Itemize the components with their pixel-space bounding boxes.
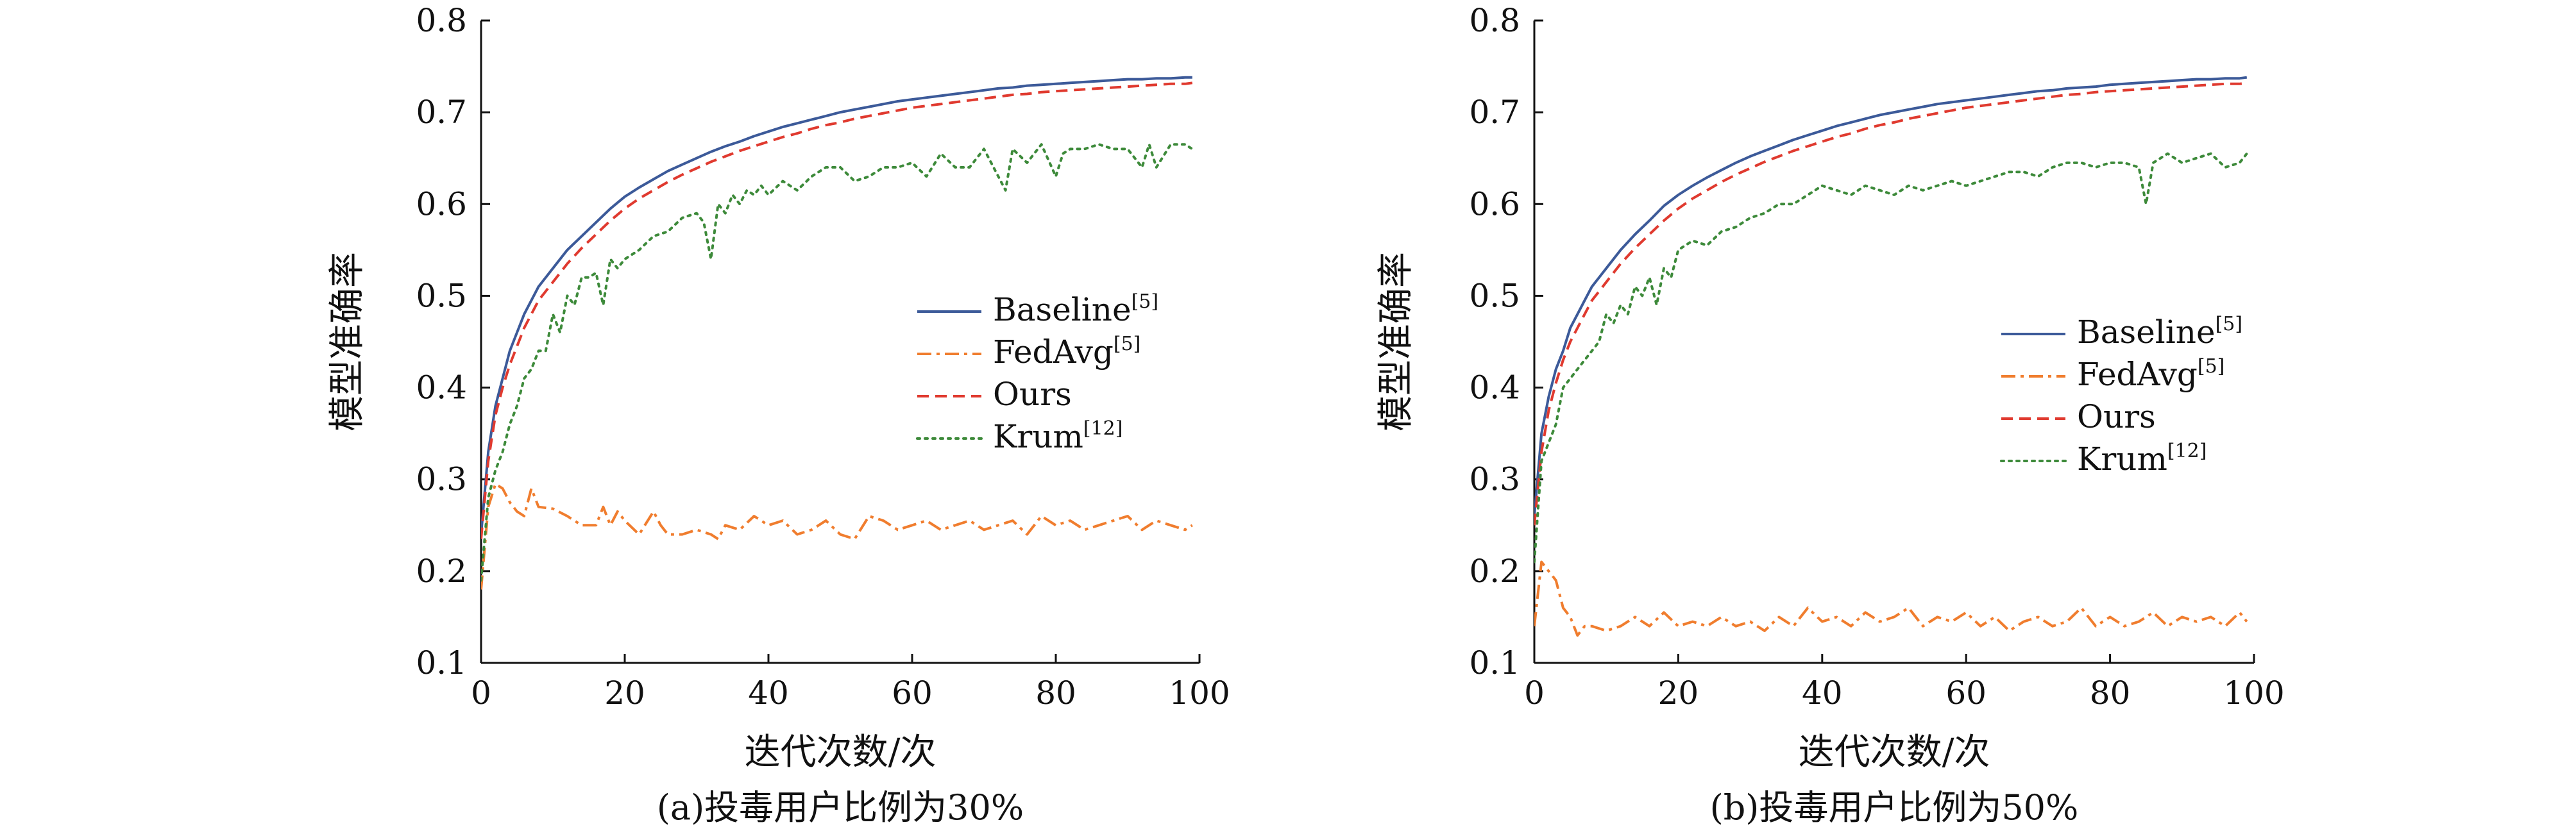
legend-label-fedavg: FedAvg[5]: [2077, 355, 2224, 393]
x-tick-label: 40: [1802, 674, 1843, 712]
y-tick-label: 0.3: [1469, 461, 1520, 498]
x-tick-label: 80: [2090, 674, 2131, 712]
x-axis-title: 迭代次数/次: [745, 732, 936, 773]
y-tick-label: 0.2: [1469, 553, 1520, 590]
legend-label-baseline: Baseline[5]: [993, 290, 1158, 328]
legend-label-fedavg: FedAvg[5]: [993, 333, 1140, 371]
panel-a: 0.1 0.2 0.3 0.4 0.5 0.6 0.7 0.8 0 20 40 60 80 100 迭代次数…: [326, 2, 1230, 828]
panel-b: 0.1 0.2 0.3 0.4 0.5 0.6 0.7 0.8 0 20 40 60 80 100 迭代次数…: [1375, 2, 2285, 828]
x-tick-label: 80: [1035, 674, 1076, 712]
legend-name: Ours: [993, 376, 1072, 413]
x-tick-label: 60: [1945, 674, 1987, 712]
x-tick-label: 100: [2223, 674, 2284, 712]
y-tick-label: 0.4: [1469, 369, 1520, 406]
legend-name: FedAvg: [993, 333, 1114, 371]
x-tick-label: 60: [892, 674, 933, 712]
y-tick-label: 0.6: [1469, 185, 1520, 222]
x-tick-label: 100: [1169, 674, 1230, 712]
legend-reference: [5]: [2198, 355, 2225, 378]
y-tick-label: 0.8: [1469, 2, 1520, 39]
legend-reference: [5]: [1114, 333, 1141, 355]
y-tick-label: 0.6: [416, 185, 467, 222]
x-tick-label: 0: [471, 674, 491, 712]
legend-label-krum: Krum[12]: [993, 417, 1123, 455]
y-axis-title: 模型准确率: [1375, 252, 1417, 431]
legend-reference: [5]: [2216, 313, 2243, 335]
legend-label-krum: Krum[12]: [2077, 440, 2207, 478]
y-tick-label: 0.5: [416, 277, 467, 314]
legend-name: FedAvg: [2077, 356, 2198, 393]
y-tick-label: 0.7: [416, 94, 467, 131]
series-line-krum: [1534, 152, 2248, 564]
series-line-fedavg: [1534, 560, 2248, 637]
y-axis-title: 模型准确率: [326, 252, 368, 431]
legend-reference: [5]: [1131, 290, 1159, 313]
legend-name: Ours: [2077, 398, 2156, 435]
series-line-baseline: [481, 76, 1192, 535]
legend-label-baseline: Baseline[5]: [2077, 313, 2242, 351]
y-tick-label: 0.7: [1469, 94, 1520, 131]
series-line-fedavg: [481, 482, 1193, 590]
legend-name: Baseline: [2077, 314, 2216, 351]
x-axis-title: 迭代次数/次: [1799, 732, 1990, 773]
series-line-baseline: [1534, 76, 2248, 517]
y-tick-label: 0.2: [416, 553, 467, 590]
y-tick-label: 0.1: [1469, 644, 1520, 681]
legend-name: Baseline: [993, 291, 1131, 328]
legend-reference: [12]: [2167, 440, 2207, 462]
y-tick-label: 0.5: [1469, 277, 1520, 314]
x-tick-label: 0: [1524, 674, 1545, 712]
series-line-krum: [481, 143, 1194, 582]
legend-label-ours: Ours: [2077, 398, 2156, 435]
x-tick-label: 20: [1658, 674, 1699, 712]
panel-caption: (b)投毒用户比例为50%: [1710, 787, 2079, 828]
legend-name: Krum: [993, 418, 1083, 455]
panel-caption: (a)投毒用户比例为30%: [657, 787, 1024, 828]
legend-reference: [12]: [1083, 417, 1123, 440]
y-tick-label: 0.4: [416, 369, 467, 406]
x-tick-label: 40: [748, 674, 789, 712]
y-tick-label: 0.8: [416, 2, 467, 39]
y-tick-label: 0.3: [416, 461, 467, 498]
x-tick-label: 20: [604, 674, 645, 712]
series-line-ours: [481, 81, 1193, 539]
series-line-ours: [1534, 81, 2248, 526]
legend-name: Krum: [2077, 440, 2167, 478]
y-tick-label: 0.1: [416, 644, 467, 681]
legend-label-ours: Ours: [993, 376, 1072, 413]
